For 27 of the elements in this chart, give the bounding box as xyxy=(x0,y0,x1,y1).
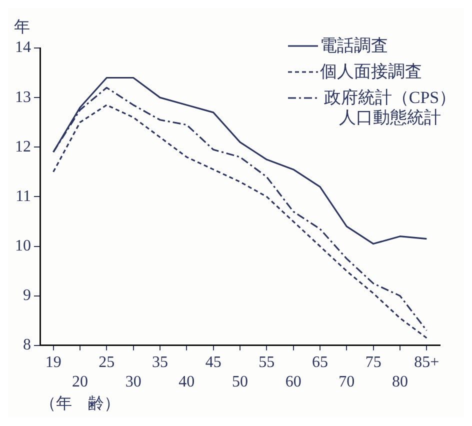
x-tick-label: 40 xyxy=(178,373,195,390)
x-tick-label: 75 xyxy=(365,354,382,372)
y-tick-label: 11 xyxy=(16,188,31,205)
x-tick-label: 30 xyxy=(125,373,142,390)
x-tick-label: 35 xyxy=(152,354,168,372)
y-axis-title: 年 xyxy=(14,19,30,36)
x-tick-label: 19 xyxy=(45,354,62,372)
y-tick-label: 13 xyxy=(15,88,31,106)
x-tick-label: 25 xyxy=(98,354,115,372)
x-tick-label: 60 xyxy=(285,373,302,390)
x-tick-label: 55 xyxy=(258,354,275,372)
x-tick-label: 70 xyxy=(338,373,355,390)
x-tick-label: 80 xyxy=(392,373,408,390)
legend-label: 個人面接調査 xyxy=(320,62,422,82)
y-tick-label: 10 xyxy=(15,237,31,254)
x-tick-label: 65 xyxy=(312,354,328,372)
x-axis-title: （年 齢） xyxy=(40,394,120,413)
x-tick-label: 85+ xyxy=(414,354,440,372)
y-tick-label: 8 xyxy=(23,336,31,354)
x-tick-label: 45 xyxy=(205,354,222,372)
legend-label: 電話調査 xyxy=(320,36,388,56)
legend-label: 政府統計（CPS）人口動態統計 xyxy=(322,88,458,128)
x-tick-label: 50 xyxy=(232,373,248,390)
y-tick-label: 9 xyxy=(23,287,31,304)
x-tick-label: 20 xyxy=(72,373,88,390)
y-tick-label: 14 xyxy=(15,39,31,56)
y-tick-label: 12 xyxy=(15,138,31,156)
